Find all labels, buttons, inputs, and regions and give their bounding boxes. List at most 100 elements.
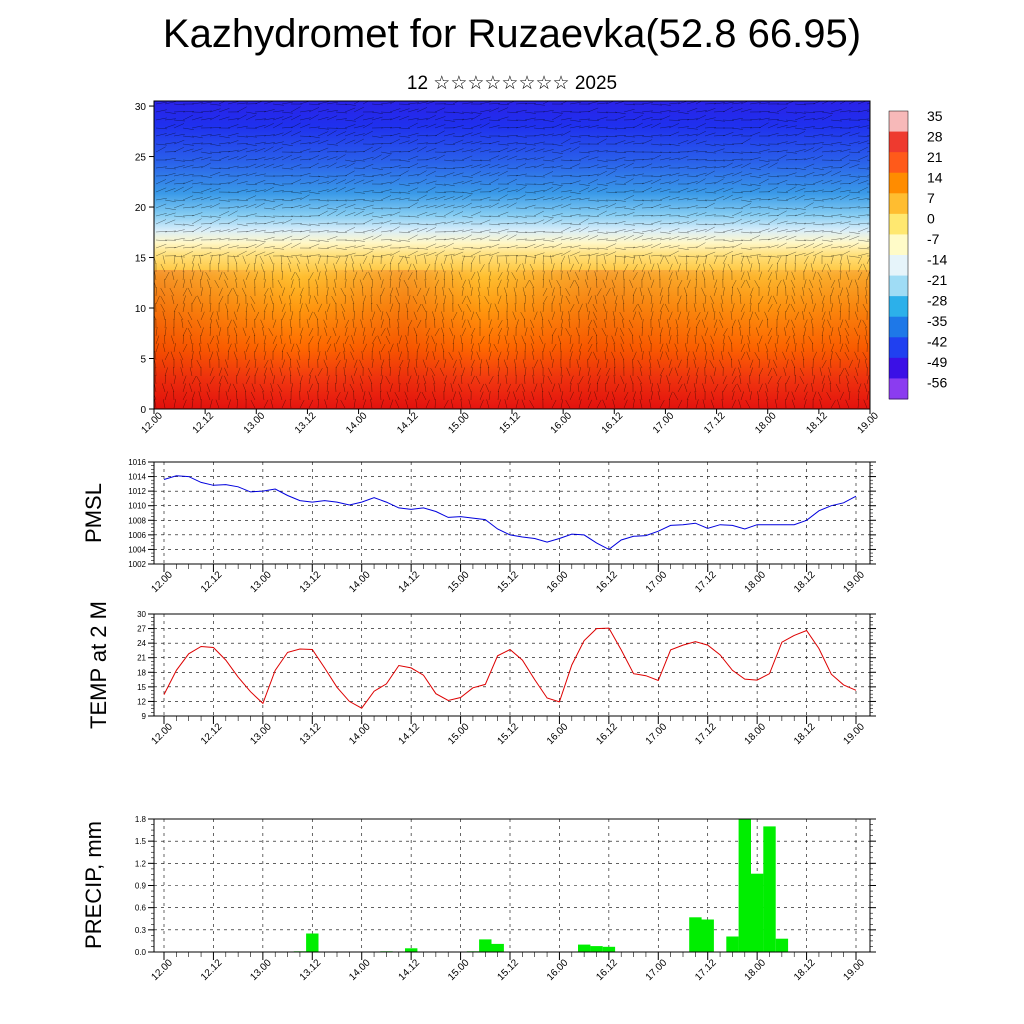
wind-barb [639,343,643,353]
wind-barb [290,239,303,241]
wind-barb [542,245,554,249]
wind-barb [565,295,571,305]
wind-barb [416,101,428,105]
wind-barb [308,179,320,185]
wind-barb [407,272,413,281]
wind-barb [412,295,418,305]
wind-barb [182,246,194,249]
wind-barb [412,263,418,273]
wind-barb [792,287,796,297]
wind-barb [803,214,815,217]
wind-barb [551,186,562,193]
wind-barb [749,118,761,121]
wind-barb [533,119,546,121]
wind-barb [677,173,689,177]
wind-barb [470,124,482,129]
wind-barb [461,319,466,329]
wind-barb [785,303,790,313]
wind-barb [407,117,419,121]
wind-barb [218,151,231,153]
wind-barb [686,358,688,369]
wind-barb [335,131,347,137]
precip-y-tick-label: 0.9 [135,882,147,891]
wind-barb [659,222,672,225]
wind-barb [574,255,580,265]
wind-barb [839,263,842,273]
wind-barb [664,303,670,313]
wind-barb [434,238,447,241]
wind-barb [326,178,337,185]
wind-barb [830,195,842,201]
wind-barb [512,391,517,401]
wind-barb [487,287,490,297]
wind-barb [324,263,328,273]
heatmap-x-tick-label: 12.12 [191,410,217,436]
wind-barb [290,358,292,369]
wind-barb [209,143,221,147]
wind-barb [758,198,771,201]
colorbar-swatch [889,152,908,174]
wind-barb [578,247,590,250]
wind-barb [839,131,851,137]
wind-barb [659,367,665,377]
wind-barb [758,159,770,163]
wind-barb [839,189,851,193]
wind-barb [326,391,329,401]
wind-barb [740,335,744,345]
wind-barb [479,109,491,113]
wind-barb [236,106,247,113]
wind-barb [668,398,671,409]
wind-barb [432,375,436,385]
wind-barb [623,174,635,177]
wind-barb [263,367,268,377]
wind-barb [731,207,744,209]
wind-barb [576,359,580,369]
wind-barb [198,391,202,401]
wind-barb [443,383,446,393]
wind-barb [749,131,761,137]
wind-barb [407,202,418,209]
wind-barb [497,116,509,121]
pmsl-ylabel: PMSL [81,483,106,543]
heatmap-warm-overlay [154,270,870,409]
wind-barb [263,207,275,210]
wind-barb [460,335,463,345]
wind-barb [776,220,788,225]
wind-barb [443,210,454,217]
wind-barb [585,271,589,281]
wind-barb [362,179,374,185]
wind-barb [164,374,167,385]
wind-barb [774,343,778,353]
wind-barb [614,151,627,154]
wind-barb [407,263,412,273]
wind-barb [767,375,773,385]
wind-barb [521,335,526,345]
wind-barb [272,164,284,169]
wind-barb [317,109,329,113]
wind-barb [666,343,670,353]
wind-barb [632,351,637,361]
wind-barb [488,103,501,105]
wind-barb [857,214,869,217]
wind-barb [614,140,626,145]
wind-barb [551,383,556,393]
wind-barb [340,303,346,313]
wind-barb [794,374,797,385]
wind-barb [461,132,473,137]
wind-barb [623,229,635,233]
wind-barb [569,102,581,105]
wind-barb [182,179,194,185]
wind-barb [749,127,762,129]
wind-barb [224,367,229,377]
wind-barb [596,150,608,153]
wind-barb [802,287,805,297]
wind-barb [187,327,193,337]
wind-barb [368,375,373,385]
wind-barb [596,334,598,345]
wind-barb [227,206,239,209]
wind-barb [395,287,400,297]
wind-barb [857,359,861,369]
wind-barb [155,219,167,225]
wind-barb [263,279,266,289]
